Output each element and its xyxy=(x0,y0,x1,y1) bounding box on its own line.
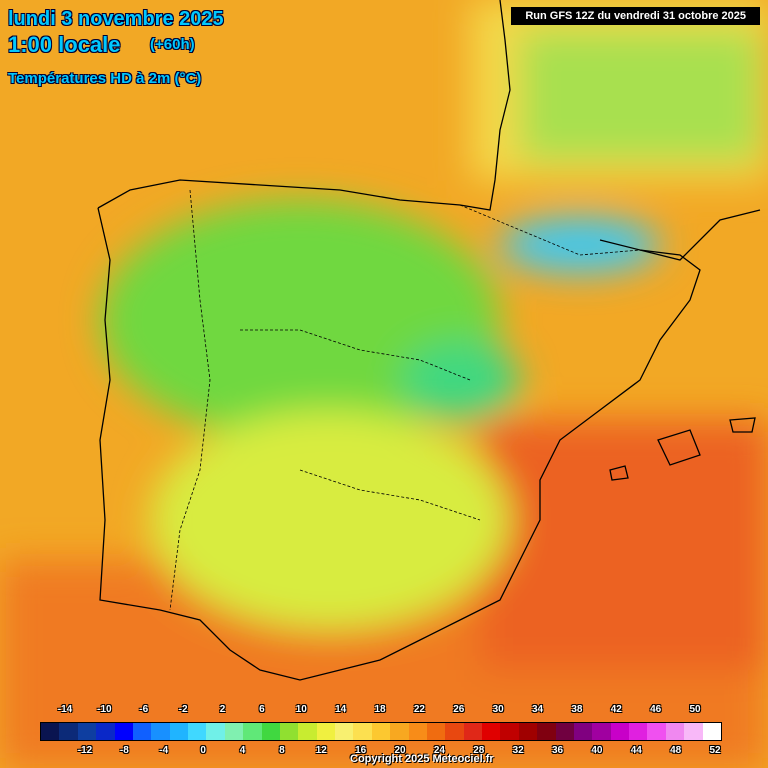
legend-tick-top: -6 xyxy=(139,704,149,715)
legend-tick-bottom: -8 xyxy=(119,745,129,756)
legend-swatch xyxy=(500,723,519,740)
legend-swatch xyxy=(390,723,409,740)
legend-swatch xyxy=(592,723,611,740)
legend-swatch xyxy=(482,723,501,740)
legend-swatch xyxy=(445,723,464,740)
legend-tick-top: 10 xyxy=(295,704,307,715)
portugal-border xyxy=(169,189,211,611)
pyrenees-cold-spot xyxy=(500,217,660,273)
legend-swatch xyxy=(169,723,188,740)
legend-swatch xyxy=(610,723,629,740)
legend-swatch xyxy=(647,723,666,740)
legend-tick-top: 38 xyxy=(571,704,583,715)
legend-swatch xyxy=(573,723,593,740)
legend-swatch xyxy=(335,723,354,740)
copyright-text: Copyright 2025 Meteociel.fr xyxy=(350,753,494,765)
legend-tick-top: 2 xyxy=(219,704,226,715)
legend-swatch xyxy=(684,723,703,740)
menorca xyxy=(729,417,756,433)
legend-tick-bottom: 44 xyxy=(630,745,642,756)
legend-swatch xyxy=(243,723,262,740)
legend-tick-top: -10 xyxy=(97,704,112,715)
legend-tick-top: 34 xyxy=(531,704,544,715)
legend-swatch xyxy=(426,723,446,740)
france-green-area xyxy=(520,30,760,160)
legend-swatch xyxy=(41,723,60,740)
legend-swatch xyxy=(298,723,317,740)
borders xyxy=(169,189,641,611)
legend-tick-bottom: 24 xyxy=(433,745,445,756)
legend-swatch xyxy=(77,723,97,740)
legend-swatch xyxy=(132,723,152,740)
legend-swatch xyxy=(224,723,244,740)
iberia-coast xyxy=(97,207,701,681)
legend-swatch xyxy=(114,723,133,740)
iberian-system-cold-spot xyxy=(400,340,520,420)
region-border-2 xyxy=(299,469,481,521)
forecast-lead-time: (+60h) xyxy=(150,36,195,53)
legend-tick-top: 26 xyxy=(453,704,465,715)
legend-swatch xyxy=(463,723,482,740)
legend-tick-bottom: 16 xyxy=(355,745,367,756)
pyrenees-border xyxy=(459,204,641,256)
legend-swatch xyxy=(188,723,207,740)
legend-tick-top: 18 xyxy=(374,704,386,715)
legend-tick-top: 46 xyxy=(650,704,662,715)
legend-swatch xyxy=(629,723,648,740)
legend-swatch xyxy=(408,723,427,740)
warm-med-sea xyxy=(480,420,768,670)
legend-tick-bottom: -4 xyxy=(159,745,169,756)
legend-swatch xyxy=(151,723,170,740)
run-info: Run GFS 12Z du vendredi 31 octobre 2025 xyxy=(511,7,760,25)
legend-swatch xyxy=(665,723,685,740)
legend-swatch xyxy=(353,723,372,740)
legend-tick-bottom: 40 xyxy=(591,745,603,756)
legend-swatch xyxy=(371,723,391,740)
legend-swatch xyxy=(702,723,721,740)
legend-swatch xyxy=(96,723,115,740)
legend-tick-top: 50 xyxy=(689,704,701,715)
legend-tick-top: 30 xyxy=(492,704,504,715)
parameter-title: Températures HD à 2m (°C) xyxy=(8,70,202,87)
legend-tick-top: 6 xyxy=(259,704,265,715)
forecast-time: 1:00 locale xyxy=(8,32,121,57)
region-border-1 xyxy=(240,329,471,381)
legend-tick-top: -2 xyxy=(178,704,188,715)
legend-tick-bottom: 12 xyxy=(315,745,327,756)
mallorca xyxy=(657,429,701,466)
gulf-of-lion-coast xyxy=(639,209,761,261)
legend-swatch xyxy=(261,723,280,740)
legend-tick-top: 22 xyxy=(413,704,425,715)
legend-swatch xyxy=(206,723,225,740)
legend-tick-bottom: 8 xyxy=(279,745,285,756)
legend-tick-bottom: 4 xyxy=(239,745,246,756)
legend-tick-top: -14 xyxy=(57,704,73,715)
legend-swatch xyxy=(555,723,574,740)
legend-tick-bottom: 20 xyxy=(394,745,406,756)
forecast-date: lundi 3 novembre 2025 xyxy=(8,8,224,30)
legend-tick-bottom: 32 xyxy=(512,745,524,756)
legend-tick-bottom: 0 xyxy=(200,745,206,756)
legend-tick-bottom: 48 xyxy=(670,745,682,756)
legend-tick-top: 14 xyxy=(335,704,347,715)
legend-swatch xyxy=(537,723,556,740)
legend-tick-bottom: 28 xyxy=(473,745,485,756)
ibiza xyxy=(609,465,629,481)
legend-tick-bottom: -12 xyxy=(77,745,93,756)
color-scale-legend xyxy=(40,722,722,741)
south-plateau-zone xyxy=(150,410,510,630)
legend-tick-top: 42 xyxy=(610,704,622,715)
legend-swatch xyxy=(316,723,335,740)
legend-swatch xyxy=(518,723,538,740)
legend-tick-bottom: 52 xyxy=(709,745,721,756)
legend-swatch xyxy=(279,723,299,740)
legend-swatch xyxy=(59,723,78,740)
legend-tick-bottom: 36 xyxy=(551,745,564,756)
